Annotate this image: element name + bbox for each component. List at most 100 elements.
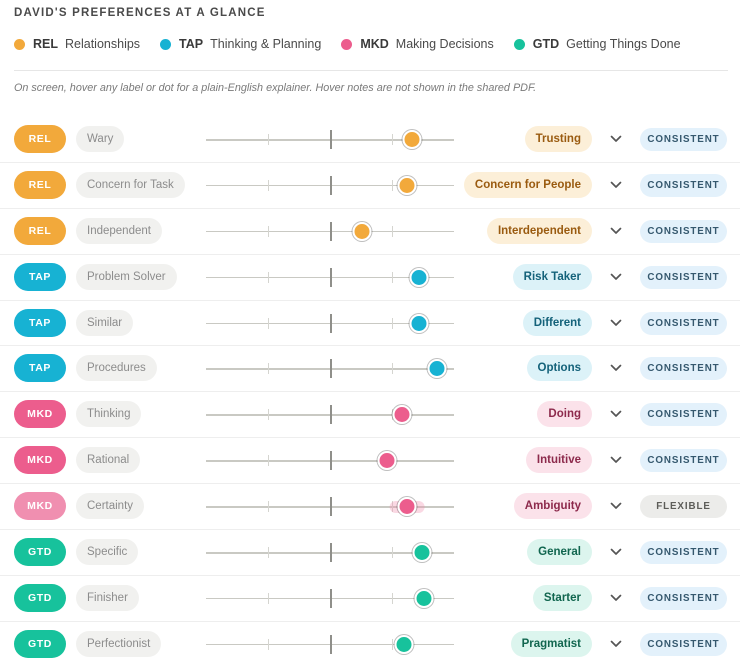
category-code-badge: MKD	[14, 446, 66, 475]
left-pole-label[interactable]: Rational	[76, 447, 141, 474]
scale-tick	[392, 317, 393, 329]
right-pole-label[interactable]: Different	[522, 309, 592, 336]
preference-scale	[206, 484, 454, 529]
left-pole-label[interactable]: Wary	[76, 126, 125, 152]
left-pole-label[interactable]: Finisher	[76, 584, 139, 611]
right-pole-label[interactable]: Doing	[537, 401, 592, 428]
scale-tick	[268, 409, 269, 421]
chevron-down-icon[interactable]	[609, 132, 623, 146]
left-pole-label[interactable]: Procedures	[76, 355, 157, 382]
chevron-down-icon[interactable]	[609, 453, 623, 467]
category-code-badge: GTD	[14, 629, 66, 658]
divider	[14, 70, 728, 71]
chevron-down-icon[interactable]	[609, 224, 623, 238]
left-pole-label[interactable]: Similar	[76, 309, 134, 336]
right-pole-label[interactable]: Interdependent	[486, 217, 592, 244]
scale-tick	[392, 134, 393, 145]
right-pole-label[interactable]: Ambiguity	[513, 493, 592, 520]
scale-midpoint	[330, 221, 332, 241]
preference-scale	[206, 255, 454, 300]
legend-dot-mkd	[341, 38, 353, 50]
chevron-down-icon[interactable]	[609, 407, 623, 421]
preference-marker[interactable]	[402, 130, 422, 149]
chevron-down-icon[interactable]	[609, 316, 623, 330]
right-pole-label[interactable]: Risk Taker	[512, 263, 592, 290]
chevron-down-icon[interactable]	[609, 270, 623, 284]
legend-code: REL	[33, 37, 58, 51]
chevron-down-icon[interactable]	[609, 361, 623, 375]
preference-marker[interactable]	[397, 497, 417, 517]
scale-midpoint	[330, 634, 332, 654]
legend-code: MKD	[360, 37, 389, 51]
category-code-badge: REL	[14, 125, 66, 153]
left-pole-label[interactable]: Specific	[76, 539, 139, 566]
left-pole-label[interactable]: Thinking	[76, 401, 142, 428]
status-badge: CONSISTENT	[640, 449, 727, 473]
right-pole-label[interactable]: Options	[526, 355, 592, 382]
scale-midpoint	[330, 130, 332, 149]
status-badge: CONSISTENT	[640, 219, 727, 243]
preference-row: GTD Specific General CONSISTENT	[0, 530, 740, 576]
preference-scale	[206, 530, 454, 575]
preference-marker[interactable]	[377, 451, 397, 471]
category-code-badge: GTD	[14, 583, 66, 612]
preference-scale	[206, 163, 454, 208]
status-badge: CONSISTENT	[640, 403, 727, 427]
preference-scale	[206, 576, 454, 621]
scale-tick	[268, 179, 269, 191]
chevron-down-icon[interactable]	[609, 499, 623, 513]
scale-tick	[392, 271, 393, 283]
scale-tick	[268, 592, 269, 604]
left-pole-label[interactable]: Concern for Task	[76, 171, 185, 198]
right-pole-label[interactable]: Trusting	[524, 126, 592, 152]
preference-row: MKD Certainty Ambiguity FLEXIBLE	[0, 484, 740, 531]
chevron-down-icon[interactable]	[609, 178, 623, 192]
preference-row: GTD Finisher Starter CONSISTENT	[0, 576, 740, 622]
preference-marker[interactable]	[409, 267, 429, 287]
right-pole-label[interactable]: Intuitive	[525, 447, 592, 474]
chevron-down-icon[interactable]	[609, 591, 623, 605]
left-pole-label[interactable]: Perfectionist	[76, 630, 162, 657]
scale-midpoint	[330, 405, 332, 425]
right-pole-label[interactable]: General	[527, 539, 592, 566]
preference-scale	[206, 392, 454, 437]
preference-rows: REL Wary Trusting CONSISTENT REL Concern for …	[0, 117, 740, 668]
preference-marker[interactable]	[409, 313, 429, 333]
preference-marker[interactable]	[394, 634, 414, 654]
right-pole-label[interactable]: Pragmatist	[510, 630, 592, 657]
preference-scale	[206, 346, 454, 391]
hover-hint: On screen, hover any label or dot for a …	[14, 82, 537, 94]
legend-code: TAP	[179, 37, 204, 51]
preference-marker[interactable]	[412, 543, 432, 563]
preference-marker[interactable]	[414, 588, 434, 608]
scale-midpoint	[330, 175, 332, 195]
scale-midpoint	[330, 267, 332, 287]
scale-tick	[268, 455, 269, 467]
category-code-badge: REL	[14, 216, 66, 245]
scale-tick	[268, 638, 269, 650]
preference-marker[interactable]	[397, 175, 417, 195]
scale-midpoint	[330, 451, 332, 471]
left-pole-label[interactable]: Certainty	[76, 493, 145, 520]
left-pole-label[interactable]: Problem Solver	[76, 263, 177, 290]
preference-scale	[206, 301, 454, 346]
preference-row: TAP Similar Different CONSISTENT	[0, 301, 740, 347]
scale-midpoint	[330, 497, 332, 517]
scale-tick	[268, 271, 269, 283]
preference-marker[interactable]	[392, 405, 412, 425]
right-pole-label[interactable]: Concern for People	[463, 171, 592, 198]
preference-scale	[206, 438, 454, 483]
preference-row: MKD Thinking Doing CONSISTENT	[0, 392, 740, 439]
chevron-down-icon[interactable]	[609, 545, 623, 559]
legend-dot-rel	[14, 38, 25, 50]
preference-marker[interactable]	[427, 359, 447, 379]
right-pole-label[interactable]: Starter	[532, 584, 592, 611]
page-title: DAVID'S PREFERENCES AT A GLANCE	[14, 7, 266, 19]
chevron-down-icon[interactable]	[609, 637, 623, 651]
scale-midpoint	[330, 359, 332, 379]
scale-midpoint	[330, 313, 332, 333]
preference-row: REL Wary Trusting CONSISTENT	[0, 117, 740, 163]
left-pole-label[interactable]: Independent	[76, 217, 162, 244]
scale-tick	[392, 638, 393, 650]
preference-marker[interactable]	[352, 221, 372, 241]
